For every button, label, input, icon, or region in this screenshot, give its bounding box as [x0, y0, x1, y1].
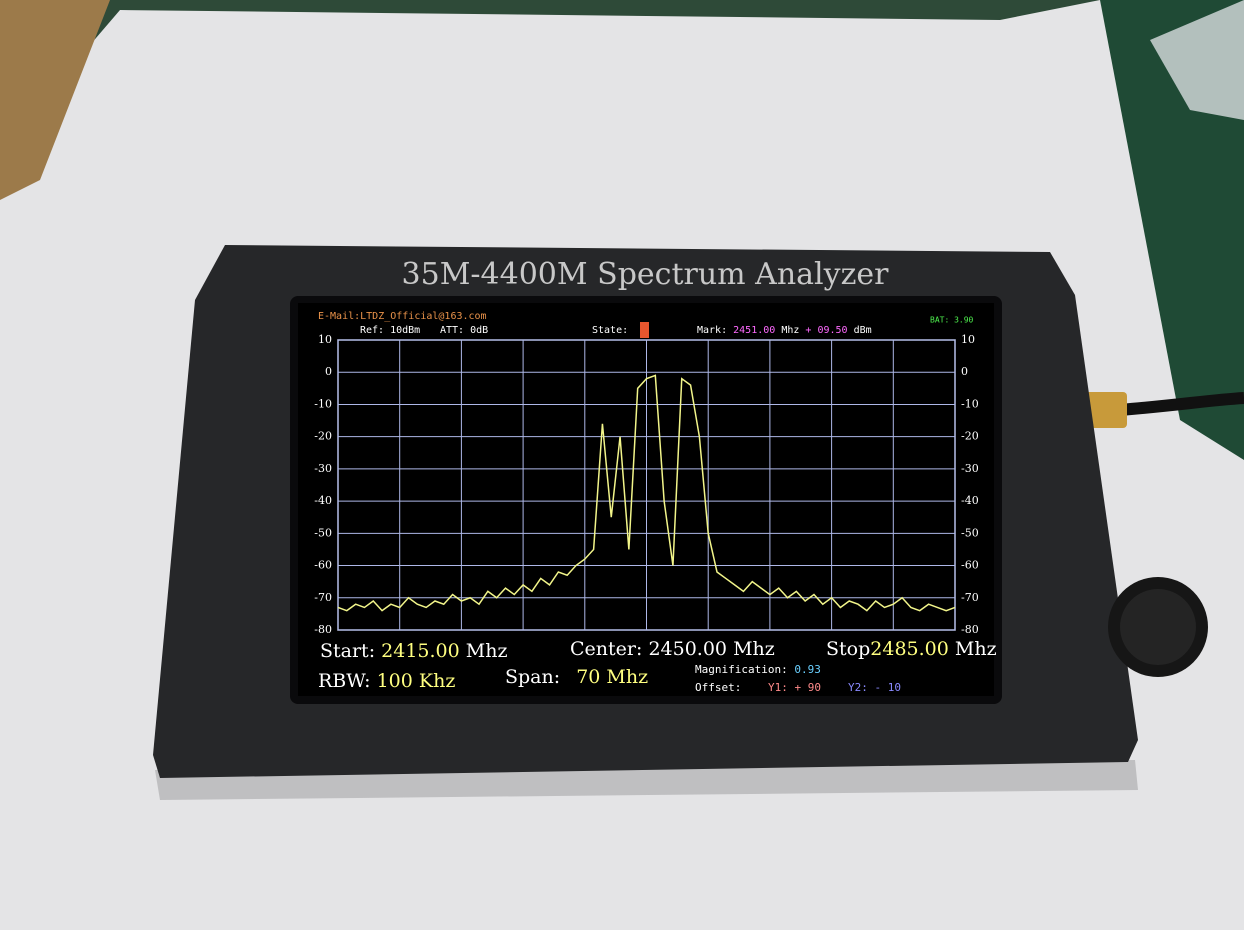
- wood: [0, 0, 110, 200]
- y-tick-label: -70: [314, 591, 332, 604]
- spectrum-trace: [337, 374, 956, 612]
- rbw: RBW: 100 Khz: [318, 670, 455, 692]
- y-tick-label: -80: [314, 623, 332, 636]
- y-tick-label: -20: [314, 430, 332, 443]
- table-edge: [0, 0, 1100, 150]
- stop-unit: Mhz: [955, 638, 997, 660]
- mark-level-unit: dBm: [854, 325, 872, 336]
- span-value: 70 Mhz: [576, 666, 648, 688]
- footer: Start: 2415.00 Mhz Center: 2450.00 Mhz S…: [318, 638, 997, 692]
- y2-tick-label: -40: [961, 494, 979, 507]
- center-label: Center:: [570, 638, 642, 660]
- magnification: Magnification: 0.93: [695, 663, 821, 676]
- mark-level: + 09.50: [805, 325, 847, 336]
- y-tick-label: 10: [318, 333, 332, 346]
- state-indicator: [640, 322, 649, 338]
- center: Center: 2450.00 Mhz: [570, 638, 775, 660]
- mark-freq-unit: Mhz: [781, 325, 799, 336]
- rbw-label: RBW:: [318, 670, 371, 692]
- y2-tick-label: -10: [961, 397, 979, 410]
- center-unit: Mhz: [733, 638, 775, 660]
- ref: Ref: 10dBm: [360, 325, 420, 336]
- y2-tick-label: 10: [961, 333, 975, 346]
- offset-y2: Y2: - 10: [848, 681, 901, 694]
- offset-y1: Y1: + 90: [768, 681, 821, 694]
- rbw-value: 100 Khz: [377, 670, 456, 692]
- sma-connector: [1082, 392, 1127, 428]
- mark-freq: 2451.00: [733, 325, 775, 336]
- battery: BAT: 3.90: [930, 316, 974, 325]
- y-tick-label: -10: [314, 397, 332, 410]
- span-label: Span:: [505, 666, 560, 688]
- stop-label: Stop: [826, 638, 870, 660]
- y2-tick-label: -50: [961, 526, 979, 539]
- plot: 10 10 0 0 -10 -10 -20 -20 -30 -30 -40 -40 -50 -50 -60 -…: [314, 333, 978, 636]
- span: Span: 70 Mhz: [505, 666, 648, 688]
- header: E-Mail:LTDZ_Official@163.com Ref: 10dBm …: [318, 311, 974, 338]
- start-unit: Mhz: [466, 640, 508, 662]
- mark: Mark: 2451.00 Mhz + 09.50 dBm: [697, 325, 872, 336]
- email: E-Mail:LTDZ_Official@163.com: [318, 311, 487, 322]
- y2-tick-label: -60: [961, 559, 979, 572]
- y2-tick-label: -20: [961, 430, 979, 443]
- center-value: 2450.00: [648, 638, 727, 660]
- footer-small: Magnification: 0.93 Offset: Y1: + 90 Y2:…: [695, 663, 901, 694]
- y2-tick-label: -70: [961, 591, 979, 604]
- magnification-value: 0.93: [794, 663, 821, 676]
- magnification-label: Magnification:: [695, 663, 788, 676]
- y2-tick-label: 0: [961, 365, 968, 378]
- offset-label: Offset:: [695, 681, 741, 694]
- state: State:: [592, 325, 628, 336]
- knob-top: [1120, 589, 1196, 665]
- plastic-bag: [1150, 0, 1244, 120]
- y-tick-label: 0: [325, 365, 332, 378]
- start-value: 2415.00: [381, 640, 460, 662]
- att: ATT: 0dB: [440, 325, 488, 336]
- cable: [1119, 392, 1244, 416]
- stop-value: 2485.00: [870, 638, 949, 660]
- y2-tick-label: -80: [961, 623, 979, 636]
- y-tick-label: -40: [314, 494, 332, 507]
- device-label: 35M-4400M Spectrum Analyzer: [402, 257, 890, 292]
- y-tick-label: -30: [314, 462, 332, 475]
- mark-label: Mark:: [697, 325, 727, 336]
- y-tick-label: -50: [314, 526, 332, 539]
- y-tick-label: -60: [314, 559, 332, 572]
- y2-tick-label: -30: [961, 462, 979, 475]
- start: Start: 2415.00 Mhz: [320, 640, 507, 662]
- start-label: Start:: [320, 640, 375, 662]
- stop: Stop2485.00 Mhz: [826, 638, 997, 660]
- green-mat: [1100, 0, 1244, 460]
